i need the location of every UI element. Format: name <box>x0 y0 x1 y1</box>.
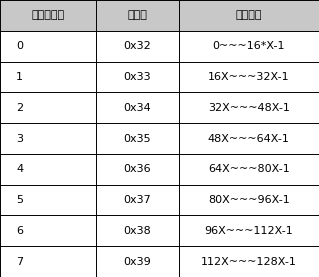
Bar <box>0 216 319 246</box>
Text: 2: 2 <box>16 103 23 113</box>
Text: 3: 3 <box>16 134 23 143</box>
Text: 48X~~~64X-1: 48X~~~64X-1 <box>208 134 290 143</box>
Bar <box>0 123 319 154</box>
Text: 0~~~16*X-1: 0~~~16*X-1 <box>212 41 285 51</box>
Bar <box>0 92 319 123</box>
Bar <box>0 246 319 277</box>
Bar <box>0 185 319 216</box>
Bar <box>0 31 319 61</box>
Text: 6: 6 <box>16 226 23 236</box>
Text: 0x34: 0x34 <box>123 103 151 113</box>
Text: 0x38: 0x38 <box>123 226 151 236</box>
Text: 设备地址号: 设备地址号 <box>31 11 64 20</box>
Text: 0x37: 0x37 <box>123 195 151 205</box>
Bar <box>0 154 319 185</box>
Text: 1: 1 <box>16 72 23 82</box>
Text: 0x39: 0x39 <box>123 257 151 266</box>
Text: 112X~~~128X-1: 112X~~~128X-1 <box>201 257 297 266</box>
Text: 32X~~~48X-1: 32X~~~48X-1 <box>208 103 290 113</box>
Text: 16X~~~32X-1: 16X~~~32X-1 <box>208 72 290 82</box>
Text: 0x33: 0x33 <box>123 72 151 82</box>
Bar <box>0 0 319 31</box>
Text: 96X~~~112X-1: 96X~~~112X-1 <box>204 226 293 236</box>
Text: 联机范围: 联机范围 <box>235 11 262 20</box>
Text: 4: 4 <box>16 164 23 174</box>
Text: 0x35: 0x35 <box>123 134 151 143</box>
Text: 0: 0 <box>16 41 23 51</box>
Text: 80X~~~96X-1: 80X~~~96X-1 <box>208 195 290 205</box>
Text: 识别码: 识别码 <box>127 11 147 20</box>
Text: 5: 5 <box>16 195 23 205</box>
Text: 64X~~~80X-1: 64X~~~80X-1 <box>208 164 290 174</box>
Text: 0x32: 0x32 <box>123 41 151 51</box>
Text: 0x36: 0x36 <box>123 164 151 174</box>
Bar <box>0 61 319 92</box>
Text: 7: 7 <box>16 257 23 266</box>
